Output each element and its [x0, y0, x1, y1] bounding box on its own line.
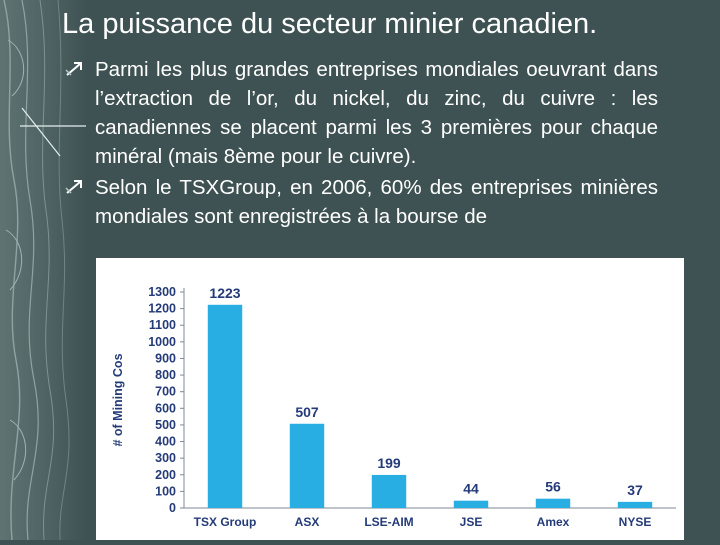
bar	[453, 500, 489, 508]
data-label: 44	[463, 481, 479, 497]
bullet-list: Parmi les plus grandes entreprises mondi…	[62, 55, 658, 233]
y-tick-label: 0	[169, 501, 176, 515]
data-label: 199	[377, 455, 401, 471]
y-tick-label: 300	[155, 451, 176, 465]
y-tick-label: 400	[155, 435, 176, 449]
data-label: 37	[627, 482, 643, 498]
y-tick-label: 200	[155, 468, 176, 482]
y-tick-label: 1200	[148, 302, 176, 316]
data-label: 1223	[209, 285, 240, 301]
y-tick-label: 1300	[148, 285, 176, 299]
y-tick-label: 900	[155, 351, 176, 365]
bullet-item: Selon le TSXGroup, en 2006, 60% des entr…	[62, 173, 658, 231]
bullet-arrow-icon	[65, 180, 82, 194]
data-label: 507	[295, 404, 319, 420]
bar	[535, 498, 571, 508]
bar	[207, 304, 243, 508]
y-tick-label: 700	[155, 385, 176, 399]
slide-title: La puissance du secteur minier canadien.	[62, 8, 598, 40]
y-tick-label: 1100	[149, 318, 176, 332]
bullet-arrow-icon	[65, 62, 82, 76]
y-tick-label: 500	[155, 418, 176, 432]
bullet-item: Parmi les plus grandes entreprises mondi…	[62, 55, 658, 171]
category-label: ASX	[295, 515, 320, 529]
y-tick-label: 100	[155, 484, 176, 498]
data-label: 56	[545, 479, 561, 495]
y-axis-label: # of Mining Cos	[111, 353, 125, 446]
bullet-text: Parmi les plus grandes entreprises mondi…	[95, 58, 658, 168]
bar	[371, 474, 407, 508]
y-tick-label: 800	[155, 368, 176, 382]
topographic-map-decoration	[0, 0, 86, 540]
y-tick-label: 1000	[148, 335, 176, 349]
bar	[617, 501, 653, 508]
bar-chart: 0 100 200 300 400 500 600 700 800 900 1000 1100 1200…	[111, 285, 676, 529]
bullet-text: Selon le TSXGroup, en 2006, 60% des entr…	[95, 176, 658, 228]
chart-panel: 0 100 200 300 400 500 600 700 800 900 1000 1100 1200…	[96, 258, 684, 540]
category-label: TSX Group	[194, 515, 257, 529]
y-tick-label: 600	[155, 401, 176, 415]
category-label: JSE	[460, 515, 483, 529]
category-label: NYSE	[619, 515, 652, 529]
bar	[289, 423, 325, 508]
category-label: Amex	[537, 515, 570, 529]
category-label: LSE-AIM	[364, 515, 413, 529]
